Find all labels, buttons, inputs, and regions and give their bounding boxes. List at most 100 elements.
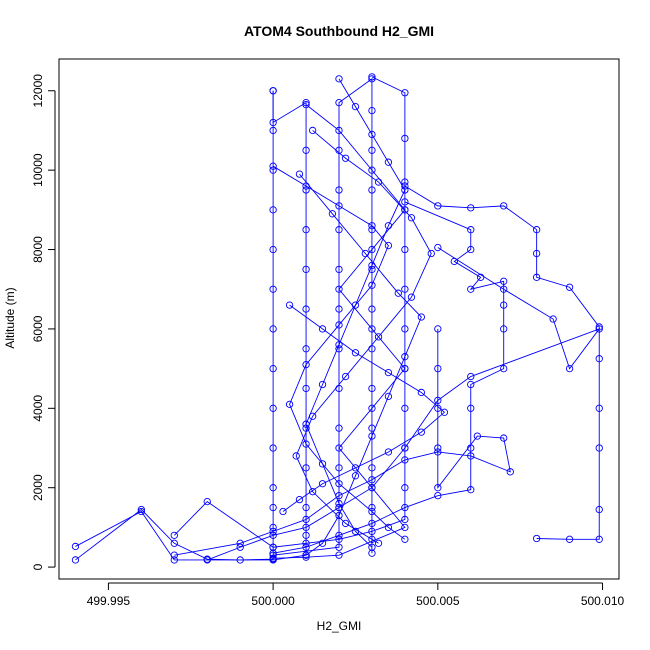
data-point xyxy=(170,556,178,564)
data-point xyxy=(302,551,310,559)
data-point xyxy=(434,448,442,456)
data-point xyxy=(500,434,508,442)
data-point xyxy=(302,345,310,353)
data-point xyxy=(236,543,244,551)
data-point xyxy=(401,245,409,254)
data-point xyxy=(401,186,409,194)
data-point xyxy=(401,89,409,97)
data-point xyxy=(467,404,475,412)
data-point xyxy=(302,146,310,154)
data-point xyxy=(473,432,481,440)
y-tick-label: 0 xyxy=(31,563,45,570)
data-point xyxy=(269,523,277,532)
data-point xyxy=(467,204,475,212)
data-point xyxy=(318,480,327,488)
data-point xyxy=(335,305,343,313)
data-point xyxy=(368,325,376,333)
data-point xyxy=(401,456,409,464)
data-point xyxy=(335,464,343,472)
data-point xyxy=(368,305,376,313)
data-point xyxy=(368,222,376,230)
data-point xyxy=(401,484,409,492)
data-point xyxy=(302,515,310,524)
data-point xyxy=(269,404,277,412)
data-point xyxy=(335,424,343,432)
data-point xyxy=(351,349,360,357)
data-point xyxy=(401,535,409,543)
data-point xyxy=(318,460,327,468)
data-point xyxy=(368,519,376,528)
data-point xyxy=(401,134,409,143)
data-point xyxy=(565,283,574,291)
data-point xyxy=(335,499,343,508)
data-point xyxy=(318,539,327,547)
data-point xyxy=(407,214,416,222)
data-point xyxy=(533,249,541,258)
data-point xyxy=(434,202,442,210)
data-point xyxy=(335,543,343,551)
series-12 xyxy=(295,170,425,559)
series-9 xyxy=(269,101,409,563)
y-tick-label: 10000 xyxy=(31,153,45,187)
data-point xyxy=(374,539,383,547)
data-point xyxy=(467,285,475,293)
data-point xyxy=(335,321,343,329)
data-point xyxy=(500,364,508,373)
data-point xyxy=(351,301,360,309)
data-point xyxy=(427,249,435,258)
x-tick-label: 499.995 xyxy=(87,594,131,608)
data-point xyxy=(500,277,508,285)
data-point xyxy=(335,444,343,452)
data-point xyxy=(434,404,442,412)
data-point xyxy=(302,360,310,369)
data-point xyxy=(595,355,603,363)
data-point xyxy=(417,388,425,397)
data-point xyxy=(434,444,442,452)
data-point xyxy=(401,404,409,412)
x-tick-label: 500.005 xyxy=(416,594,460,608)
data-point xyxy=(368,503,376,512)
data-point xyxy=(269,166,277,174)
data-point xyxy=(302,440,310,448)
data-point xyxy=(302,539,310,547)
series-14 xyxy=(279,301,449,516)
data-point xyxy=(368,535,376,543)
data-point xyxy=(308,412,317,420)
data-point xyxy=(368,166,376,174)
data-point xyxy=(374,333,383,341)
data-point xyxy=(269,126,277,135)
series-13 xyxy=(292,126,435,547)
data-point xyxy=(170,539,178,547)
data-point xyxy=(308,488,317,496)
series-layer xyxy=(71,73,603,564)
data-point xyxy=(351,472,360,480)
data-point xyxy=(269,285,277,293)
data-point xyxy=(269,364,277,373)
series-line xyxy=(272,165,406,540)
data-point xyxy=(269,551,277,559)
data-point xyxy=(269,118,277,127)
data-point xyxy=(302,305,310,313)
data-point xyxy=(407,293,416,301)
chart-title: ATOM4 Southbound H2_GMI xyxy=(244,23,434,39)
data-point xyxy=(368,106,376,115)
data-point xyxy=(351,102,360,111)
data-point xyxy=(341,372,350,381)
data-point xyxy=(335,285,343,293)
data-point xyxy=(401,515,409,524)
data-point xyxy=(368,507,376,516)
data-point xyxy=(595,323,603,331)
data-point xyxy=(335,186,343,194)
data-point xyxy=(335,202,343,210)
data-point xyxy=(269,503,277,512)
data-point xyxy=(302,101,310,109)
data-point xyxy=(295,495,304,504)
data-point xyxy=(500,325,508,333)
data-point xyxy=(170,531,178,539)
data-point xyxy=(384,523,393,532)
series-line xyxy=(299,173,422,556)
data-point xyxy=(318,380,327,389)
series-11 xyxy=(269,162,409,543)
series-line xyxy=(305,78,406,548)
data-point xyxy=(368,281,376,289)
